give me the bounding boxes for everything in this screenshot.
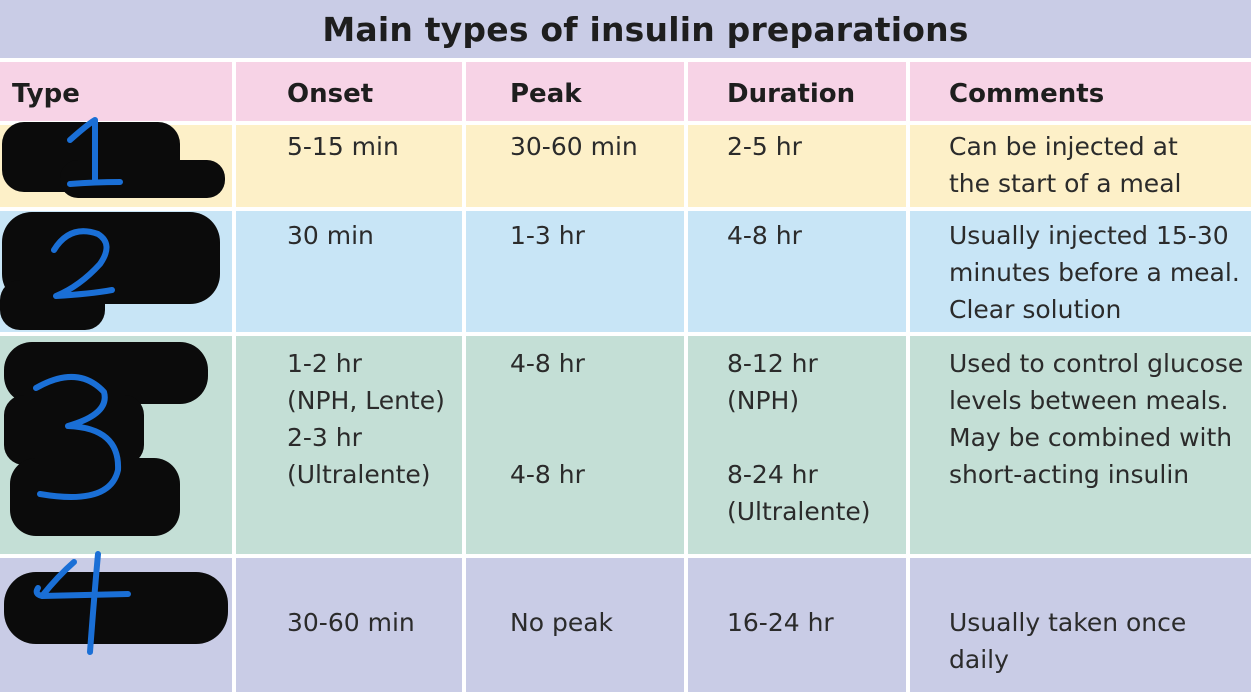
header-onset: Onset: [236, 62, 462, 121]
row-3-duration-a: 8-12 hr (NPH): [727, 349, 818, 415]
handwritten-digit-4: [33, 551, 131, 655]
redaction-mark-3b: [4, 395, 144, 465]
row-2-onset: 30 min: [236, 211, 462, 332]
handwritten-digit-2: [51, 228, 115, 299]
header-duration: Duration: [688, 62, 906, 121]
row-4-peak: No peak: [466, 558, 684, 692]
row-4-duration: 16-24 hr: [688, 558, 906, 692]
row-2-comments: Usually injected 15-30 minutes before a …: [910, 211, 1251, 332]
row-1-comments: Can be injected at the start of a meal: [910, 125, 1251, 207]
row-4-onset: 30-60 min: [236, 558, 462, 692]
row-3-duration-cell: [688, 336, 906, 554]
header-peak: Peak: [466, 62, 684, 121]
table-title: Main types of insulin preparations: [322, 9, 969, 49]
row-3-duration-b: 8-24 hr (Ultralente): [727, 460, 871, 526]
row-3-peak-b: 4-8 hr: [510, 460, 585, 489]
row-3-onset: 1-2 hr (NPH, Lente) 2-3 hr (Ultralente): [236, 336, 462, 554]
row-2-peak: 1-3 hr: [466, 211, 684, 332]
row-2-duration: 4-8 hr: [688, 211, 906, 332]
redaction-mark-2b: [0, 280, 105, 330]
handwritten-digit-3: [33, 373, 122, 500]
row-1-duration: 2-5 hr: [688, 125, 906, 207]
row-4-comments: Usually taken once daily: [910, 558, 1251, 692]
row-1-peak: 30-60 min: [466, 125, 684, 207]
row-3-comments: Used to control glucose levels between m…: [910, 336, 1251, 554]
row-1-onset: 5-15 min: [236, 125, 462, 207]
redaction-mark-1b: [60, 160, 225, 198]
header-type: Type: [0, 62, 232, 121]
row-3-peak-cell: [466, 336, 684, 554]
redaction-mark-4: [4, 572, 228, 644]
header-comments: Comments: [910, 62, 1251, 121]
row-3-peak-a: 4-8 hr: [510, 349, 585, 378]
title-band: Main types of insulin preparations: [0, 0, 1251, 58]
handwritten-digit-1: [67, 117, 123, 187]
